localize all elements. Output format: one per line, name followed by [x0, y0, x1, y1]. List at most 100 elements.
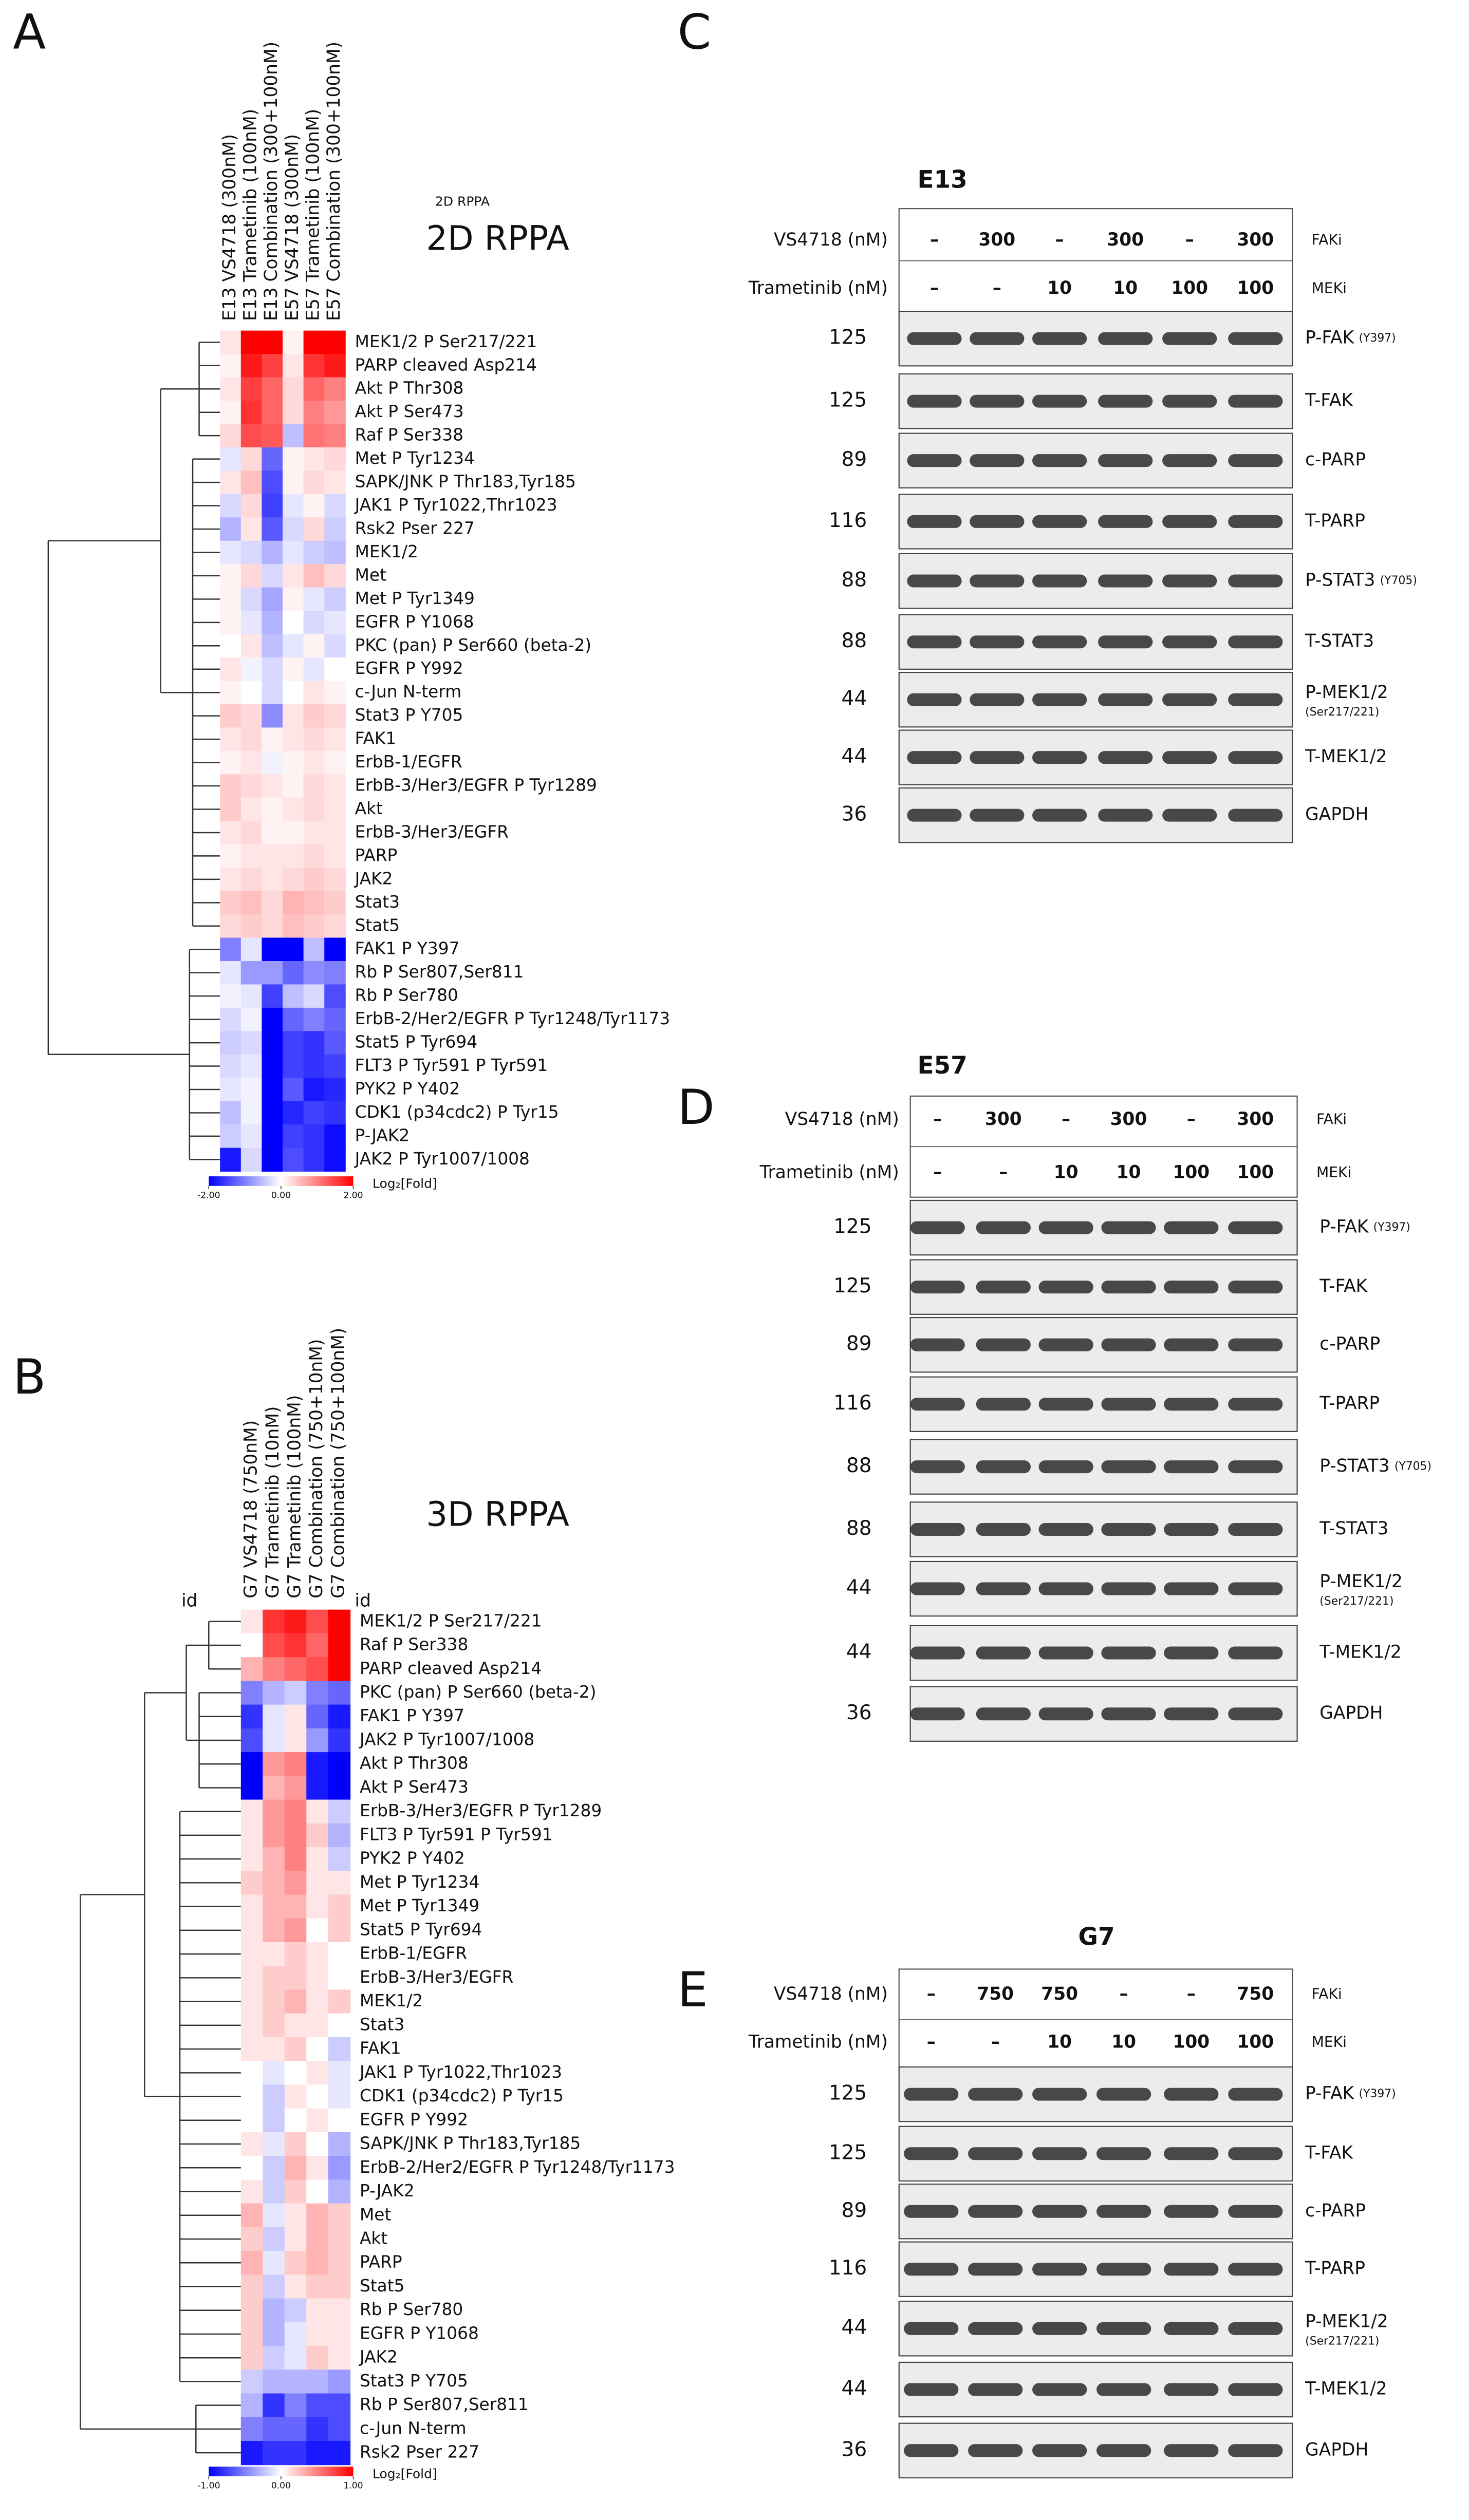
column-label: E13 VS4718 (300nM) [219, 134, 240, 321]
blot [898, 787, 1293, 843]
band [1038, 1707, 1093, 1721]
heatmap-cell [262, 797, 283, 822]
heatmap-cell [303, 540, 325, 565]
panel-letter: C [678, 5, 711, 61]
scale-tick-label: 0.00 [271, 2481, 291, 2491]
heatmap-cell [328, 2346, 351, 2371]
heatmap-cell [240, 681, 263, 705]
heatmap-cell [324, 447, 346, 472]
heatmap-cell [263, 2037, 285, 2062]
blot-label: T-PARP [1305, 2258, 1365, 2279]
band [1098, 454, 1153, 467]
dose: 100 [1237, 1162, 1274, 1182]
heatmap-cell [328, 2156, 351, 2180]
column-label: E57 Combination (300+100nM) [324, 42, 344, 321]
heatmap-cell [240, 914, 263, 938]
band [1228, 635, 1283, 649]
heatmap-cell [262, 914, 283, 938]
heatmap-cell [306, 2322, 329, 2347]
heatmap-cell [263, 2298, 285, 2323]
heatmap-cell [240, 1989, 264, 2014]
heatmap-cell [262, 727, 283, 751]
row-label: CDK1 (p34cdc2) P Tyr15 [360, 2086, 564, 2105]
heatmap-cell [328, 2132, 351, 2157]
heatmap-cell [328, 2274, 351, 2299]
heatmap-cell [240, 2322, 264, 2347]
blot [898, 2184, 1293, 2240]
heatmap-cell [262, 400, 283, 425]
heatmap-cell [240, 1942, 264, 1967]
band [1164, 2322, 1219, 2335]
band [1164, 2383, 1219, 2396]
row-label: Stat3 [360, 2015, 405, 2034]
row-label: Akt P Ser473 [360, 1777, 469, 1797]
band [1101, 1221, 1156, 1234]
band [1162, 751, 1217, 764]
heatmap-cell [303, 517, 325, 541]
column-label: G7 Combination (750+100nM) [328, 1328, 348, 1598]
heatmap-cell [240, 1007, 263, 1032]
heatmap-cell [220, 1054, 241, 1079]
heatmap-cell [328, 1989, 351, 2014]
blot-label: P-MEK1/2 [1305, 682, 1388, 703]
heatmap-cell [283, 774, 304, 798]
band [907, 394, 962, 408]
row-label: SAPK/JNK P Thr183,Tyr185 [360, 2134, 581, 2153]
heatmap-cell [284, 1989, 307, 2014]
band [976, 1460, 1031, 1474]
row-label: ErbB-3/Her3/EGFR P Tyr1289 [360, 1801, 602, 1820]
dose: – [1055, 230, 1064, 250]
row-label: PARP cleaved Asp214 [360, 1659, 542, 1678]
dose: 100 [1237, 2032, 1274, 2053]
band [968, 2263, 1023, 2276]
heatmap-cell [324, 727, 346, 751]
row-label: EGFR P Y992 [360, 2110, 468, 2129]
heatmap-cell [283, 937, 304, 962]
color-scale [209, 1176, 354, 1186]
heatmap-cell [263, 2156, 285, 2180]
dose: – [933, 1162, 942, 1182]
heatmap-cell [284, 2393, 307, 2418]
heatmap-cell [240, 2346, 264, 2371]
blot [898, 2422, 1293, 2478]
heatmap-cell [284, 2298, 307, 2323]
blot-note: (Y397) [1373, 1221, 1410, 1234]
heatmap-cell [283, 494, 304, 518]
heatmap-cell [328, 2227, 351, 2252]
band [968, 2088, 1023, 2101]
blot-label: T-STAT3 [1305, 631, 1374, 651]
heatmap-cell [303, 1031, 325, 1055]
heatmap-cell [283, 1007, 304, 1032]
band [1228, 2263, 1283, 2276]
blot [898, 2361, 1293, 2418]
heatmap-cell [262, 984, 283, 1008]
band [1228, 1646, 1283, 1660]
blot-label: GAPDH [1319, 1703, 1383, 1723]
heatmap-cell [240, 424, 263, 448]
band [904, 2322, 959, 2335]
size-marker: 125 [833, 1274, 872, 1297]
heatmap-cell [328, 2298, 351, 2323]
blot [898, 2241, 1293, 2297]
treatment-group: FAKi [1316, 1111, 1347, 1128]
heatmap-cell [240, 1871, 264, 1895]
band [1098, 693, 1153, 706]
blot [898, 614, 1293, 670]
row-label: Rb P Ser807,Ser811 [355, 962, 524, 982]
heatmap-cell [306, 2037, 329, 2062]
heatmap-cell [283, 914, 304, 938]
band [968, 2383, 1023, 2396]
panel-letter: E [678, 1962, 708, 2018]
heatmap-cell [303, 447, 325, 472]
row-label: ErbB-3/Her3/EGFR [360, 1967, 513, 1987]
heatmap-cell [240, 774, 263, 798]
band [910, 1582, 965, 1595]
heatmap-cell [284, 2084, 307, 2109]
blot-note: (Ser217/221) [1319, 1595, 1393, 1608]
heatmap-cell [283, 821, 304, 845]
heatmap-cell [306, 1609, 329, 1634]
blot-label: P-FAK [1305, 2083, 1354, 2104]
row-label: Raf P Ser338 [360, 1635, 468, 1654]
heatmap-cell [220, 400, 241, 425]
band [1098, 574, 1153, 588]
